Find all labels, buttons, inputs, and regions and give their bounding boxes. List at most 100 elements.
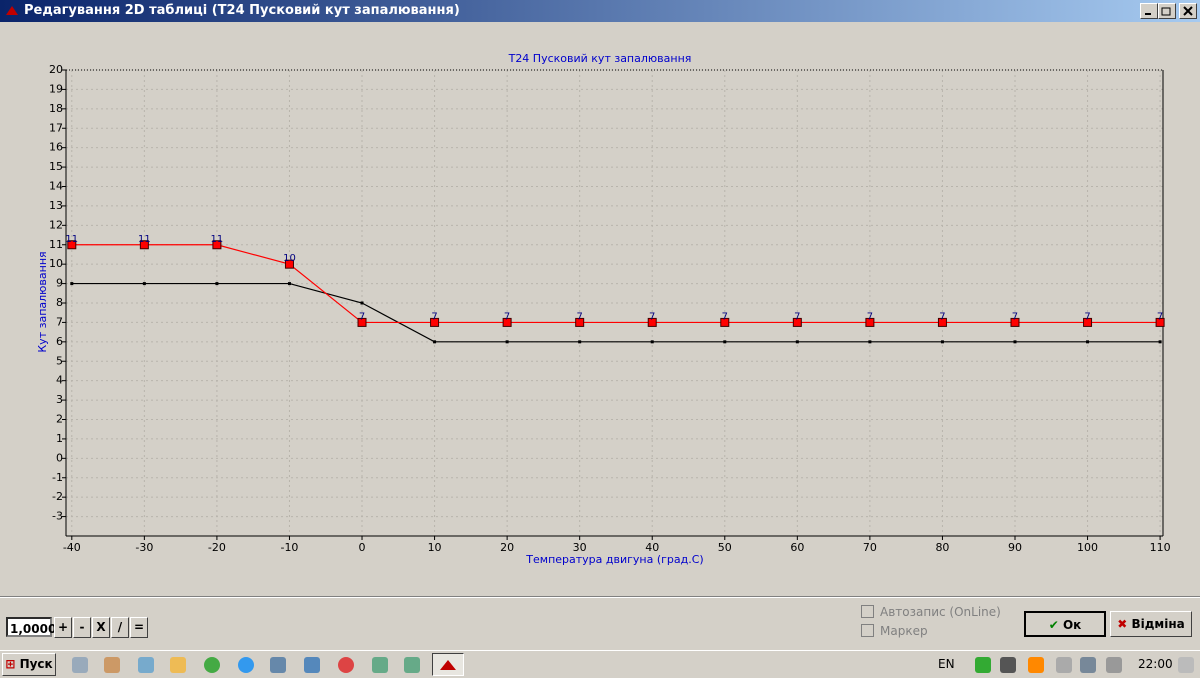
cancel-label: Відміна	[1131, 617, 1185, 631]
data-point	[1010, 317, 1020, 327]
data-point	[70, 282, 74, 286]
taskbar-icon[interactable]	[170, 657, 186, 673]
tray-icon[interactable]	[1000, 657, 1016, 673]
x-tick-label: 100	[1077, 541, 1098, 554]
chart: Т24 Пусковий кут запалювання Температура…	[36, 52, 1171, 566]
data-point	[1083, 317, 1093, 327]
window-title: Редагування 2D таблиці (Т24 Пусковий кут…	[24, 3, 460, 18]
data-label: 11	[211, 234, 224, 245]
data-point	[433, 340, 437, 344]
x-tick-label: -30	[135, 541, 153, 554]
y-tick-label: 12	[49, 218, 63, 231]
data-point	[505, 340, 509, 344]
marker-label: Маркер	[880, 624, 928, 638]
data-point	[865, 317, 875, 327]
close-button[interactable]	[1179, 3, 1197, 19]
taskbar-icon[interactable]	[104, 657, 120, 673]
data-point	[1013, 340, 1017, 344]
data-point	[430, 317, 440, 327]
y-tick-label: 2	[56, 413, 63, 426]
tray-icon[interactable]	[1080, 657, 1096, 673]
autosave-checkbox: Автозапис (OnLine)	[861, 605, 1001, 619]
tray-icon[interactable]	[1178, 657, 1194, 673]
op-button[interactable]: =	[130, 617, 148, 638]
op-button[interactable]: /	[111, 617, 129, 638]
x-tick-label: 40	[645, 541, 659, 554]
data-point	[142, 282, 146, 286]
y-tick-label: 6	[56, 335, 63, 348]
data-label: 7	[722, 311, 728, 322]
tray-icon[interactable]	[1028, 657, 1044, 673]
tray-icon[interactable]	[1106, 657, 1122, 673]
data-label: 7	[794, 311, 800, 322]
x-tick-label: 110	[1150, 541, 1171, 554]
data-point	[647, 317, 657, 327]
taskbar-icon[interactable]	[372, 657, 388, 673]
data-point	[215, 282, 219, 286]
data-point	[1086, 340, 1090, 344]
op-button[interactable]: X	[92, 617, 110, 638]
x-tick-label: 60	[790, 541, 804, 554]
tray-icon[interactable]	[975, 657, 991, 673]
data-label: 7	[649, 311, 655, 322]
taskbar-icon[interactable]	[204, 657, 220, 673]
ok-button[interactable]: ✔ Ок	[1024, 611, 1106, 637]
tray-icon[interactable]	[1056, 657, 1072, 673]
y-tick-label: 3	[56, 393, 63, 406]
app-icon	[6, 6, 18, 15]
data-label: 7	[359, 311, 365, 322]
chart-title: Т24 Пусковий кут запалювання	[508, 52, 692, 65]
data-point	[139, 240, 149, 250]
data-label: 11	[65, 234, 78, 245]
taskbar-icon[interactable]	[138, 657, 154, 673]
data-point	[723, 340, 727, 344]
cancel-button[interactable]: ✖ Відміна	[1110, 611, 1192, 637]
data-point	[1158, 340, 1162, 344]
x-tick-label: 20	[500, 541, 514, 554]
data-label: 7	[576, 311, 582, 322]
marker-checkbox: Маркер	[861, 624, 928, 638]
language-indicator[interactable]: EN	[938, 657, 955, 671]
data-point	[795, 340, 799, 344]
y-axis-label: Кут запалювання	[36, 251, 49, 352]
data-label: 7	[939, 311, 945, 322]
taskbar-icon[interactable]	[270, 657, 286, 673]
restore-button[interactable]	[1158, 3, 1176, 19]
data-label: 10	[283, 253, 296, 264]
data-label: 7	[1157, 311, 1163, 322]
ok-label: Ок	[1062, 618, 1082, 632]
data-point	[792, 317, 802, 327]
op-button[interactable]: +	[54, 617, 72, 638]
taskbar-icon[interactable]	[304, 657, 320, 673]
clock: 22:00	[1138, 657, 1173, 671]
title-bar: Редагування 2D таблиці (Т24 Пусковий кут…	[0, 0, 1200, 22]
op-button[interactable]: -	[73, 617, 91, 638]
active-app-button[interactable]	[432, 653, 464, 676]
data-point	[357, 317, 367, 327]
data-point	[940, 340, 944, 344]
x-tick-label: -20	[208, 541, 226, 554]
taskbar-icon[interactable]	[338, 657, 354, 673]
taskbar-icon[interactable]	[72, 657, 88, 673]
start-button[interactable]: ⊞ Пуск	[2, 653, 56, 676]
y-tick-label: 10	[49, 257, 63, 270]
taskbar-icon[interactable]	[404, 657, 420, 673]
series-line	[71, 244, 1161, 324]
x-axis-label: Температура двигуна (град.С)	[525, 553, 703, 566]
x-tick-label: 30	[573, 541, 587, 554]
x-tick-label: 10	[428, 541, 442, 554]
taskbar-icon[interactable]	[238, 657, 254, 673]
x-tick-label: -40	[63, 541, 81, 554]
factor-input[interactable]: 1,0000	[6, 617, 56, 637]
y-tick-label: 15	[49, 160, 63, 173]
data-label: 7	[1084, 311, 1090, 322]
data-point	[937, 317, 947, 327]
x-tick-label: 70	[863, 541, 877, 554]
minimize-button[interactable]	[1140, 3, 1158, 19]
data-label: 7	[504, 311, 510, 322]
y-tick-label: -3	[52, 510, 63, 523]
x-tick-label: -10	[280, 541, 298, 554]
data-label: 11	[138, 234, 151, 245]
data-point	[1155, 317, 1165, 327]
y-tick-label: 4	[56, 374, 63, 387]
